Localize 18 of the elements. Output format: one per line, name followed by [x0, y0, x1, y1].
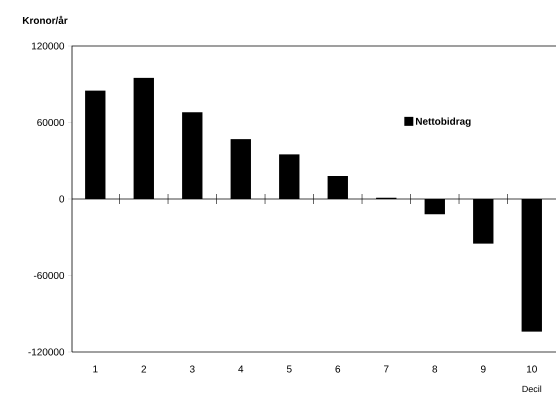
x-tick-label: 9 — [480, 366, 486, 373]
x-tick-label: 3 — [190, 366, 195, 373]
x-tick-label: 1 — [93, 366, 98, 372]
y-tick-label: 0 — [59, 195, 64, 203]
y-tick-label: -120000 — [28, 348, 64, 356]
x-tick-label: 10 — [527, 366, 537, 373]
legend-label: Nettobidrag — [416, 118, 471, 127]
x-tick-label: 8 — [432, 366, 438, 373]
y-tick-label: -60000 — [34, 272, 64, 280]
x-axis-title: Decil — [522, 386, 542, 392]
y-tick-label: 60000 — [37, 118, 64, 126]
x-tick-label: 2 — [142, 366, 146, 372]
y-axis-title: Kronor/år — [22, 16, 68, 24]
x-tick-label: 5 — [286, 366, 292, 372]
y-tick-label: 120000 — [32, 42, 64, 50]
x-tick-label: 4 — [238, 366, 244, 372]
x-tick-label: 6 — [336, 366, 340, 373]
x-tick-label: 7 — [384, 366, 389, 372]
